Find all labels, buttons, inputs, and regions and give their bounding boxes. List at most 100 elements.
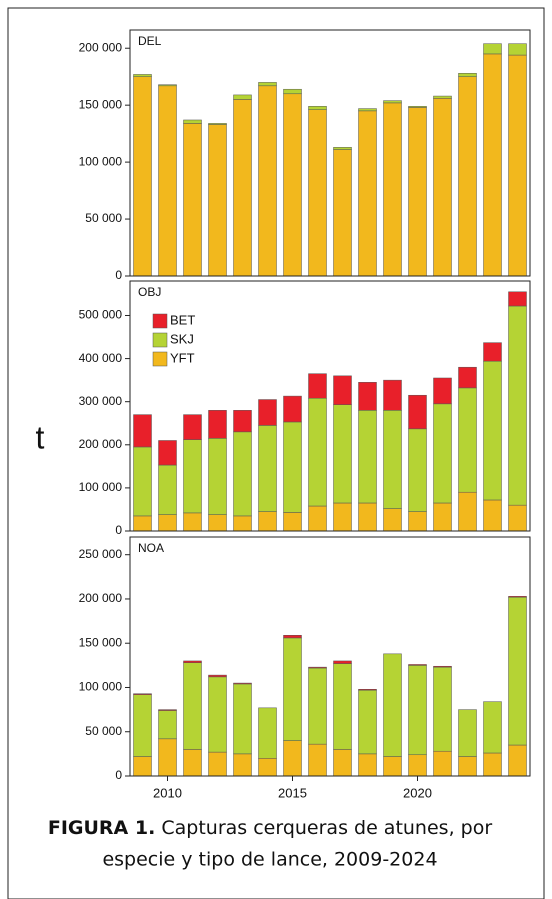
bar-segment <box>308 109 327 277</box>
y-tick-label: 150 000 <box>79 635 123 649</box>
bar-segment <box>183 119 202 124</box>
bar-segment <box>408 428 427 512</box>
y-tick-label: 100 000 <box>79 154 123 168</box>
bar-segment <box>158 85 177 277</box>
y-tick-label: 100 000 <box>79 480 123 494</box>
bar-segment <box>458 756 477 777</box>
bar-segment <box>233 410 252 433</box>
bar-segment <box>258 425 277 512</box>
bar-segment <box>133 515 152 532</box>
bar-segment <box>283 395 302 423</box>
bar-segment <box>508 305 527 506</box>
bar-segment <box>508 43 527 56</box>
bar-segment <box>333 663 352 750</box>
bar-segment <box>158 709 177 711</box>
y-tick-label: 200 000 <box>79 40 123 54</box>
y-tick-label: 200 000 <box>79 591 123 605</box>
legend-label: YFT <box>170 350 195 365</box>
bar-segment <box>408 106 427 108</box>
bar-segment <box>133 694 152 757</box>
bar-segment <box>233 682 252 685</box>
legend-swatch <box>152 313 168 329</box>
bar-segment <box>433 95 452 99</box>
bar-segment <box>183 512 202 532</box>
bar-segment <box>433 666 452 752</box>
bar-segment <box>258 399 277 426</box>
bar-segment <box>483 701 502 754</box>
bar-segment <box>183 439 202 514</box>
bar-segment <box>358 108 377 112</box>
bar-segment <box>208 751 227 777</box>
bar-segment <box>208 123 227 125</box>
x-tick-label: 2020 <box>403 785 432 800</box>
y-tick-label: 300 000 <box>79 394 123 408</box>
bar-segment <box>508 291 527 307</box>
bar-segment <box>333 660 352 664</box>
bar-segment <box>358 689 377 755</box>
y-tick-label: 0 <box>115 523 122 537</box>
bar-segment <box>283 637 302 741</box>
panel-frame <box>129 280 531 532</box>
bar-segment <box>258 511 277 532</box>
panel-frame <box>129 536 531 777</box>
bar-segment <box>408 107 427 277</box>
bar-segment <box>408 665 427 756</box>
caption-text: Capturas cerqueras de atunes, por <box>161 817 492 839</box>
bar-segment <box>508 596 527 746</box>
y-tick-label: 200 000 <box>79 437 123 451</box>
bar-segment <box>133 756 152 777</box>
bar-segment <box>233 94 252 100</box>
legend-swatch <box>152 332 168 348</box>
bar-segment <box>208 514 227 532</box>
bar-segment <box>458 76 477 277</box>
legend-swatch <box>152 351 168 367</box>
bar-segment <box>183 123 202 277</box>
bar-segment <box>483 43 502 55</box>
y-tick-label: 150 000 <box>79 97 123 111</box>
bar-segment <box>283 512 302 532</box>
bar-segment <box>333 375 352 405</box>
bar-segment <box>433 98 452 277</box>
bar-segment <box>433 665 452 668</box>
bar-segment <box>258 85 277 277</box>
bar-segment <box>258 707 277 759</box>
bar-segment <box>258 758 277 777</box>
bar-segment <box>183 662 202 750</box>
bar-segment <box>358 689 377 691</box>
bar-segment <box>133 74 152 77</box>
bar-segment <box>508 596 527 598</box>
bar-segment <box>483 752 502 777</box>
bar-segment <box>158 738 177 777</box>
bar-segment <box>283 93 302 277</box>
bar-segment <box>208 674 227 678</box>
bar-segment <box>508 54 527 277</box>
y-tick-label: 50 000 <box>85 724 122 738</box>
bar-segment <box>183 414 202 440</box>
bar-segment <box>483 342 502 362</box>
panel-frame <box>129 29 531 277</box>
panel-title: OBJ <box>138 285 161 299</box>
bar-segment <box>333 149 352 277</box>
bar-segment <box>408 754 427 777</box>
bar-segment <box>383 653 402 757</box>
legend-label: BET <box>170 312 195 327</box>
bar-segment <box>383 102 402 277</box>
bar-segment <box>333 749 352 777</box>
y-tick-label: 500 000 <box>79 308 123 322</box>
bar-segment <box>233 99 252 277</box>
bar-segment <box>158 440 177 466</box>
y-tick-label: 50 000 <box>85 211 122 225</box>
bar-segment <box>483 360 502 501</box>
bar-segment <box>433 377 452 405</box>
y-tick-label: 400 000 <box>79 351 123 365</box>
bar-segment <box>483 499 502 532</box>
bar-segment <box>308 397 327 507</box>
bar-segment <box>383 410 402 509</box>
bar-segment <box>358 110 377 277</box>
bar-segment <box>458 709 477 757</box>
bar-segment <box>333 502 352 532</box>
bar-segment <box>408 664 427 666</box>
bar-segment <box>158 710 177 740</box>
bar-segment <box>458 366 477 389</box>
y-tick-label: 0 <box>115 768 122 782</box>
